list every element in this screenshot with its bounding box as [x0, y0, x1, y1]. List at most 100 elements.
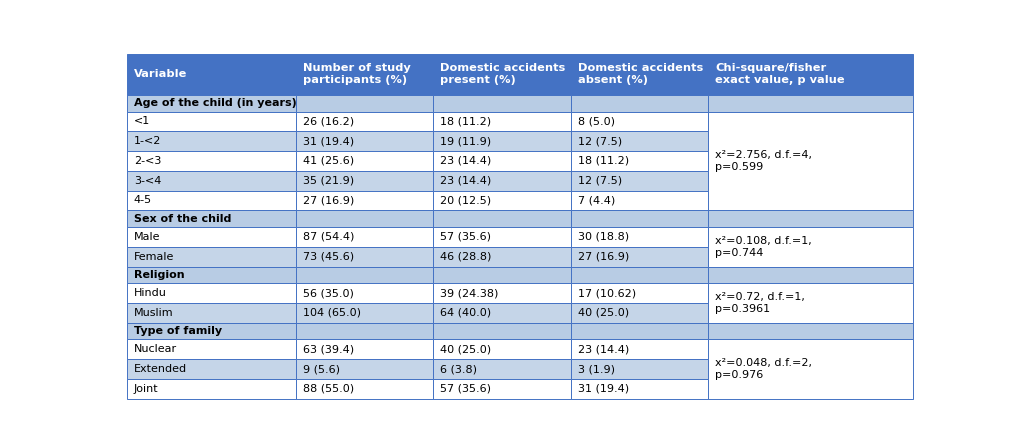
Bar — [571, 303, 708, 323]
Bar — [571, 112, 708, 131]
Text: 23 (14.4): 23 (14.4) — [440, 176, 492, 185]
Text: <1: <1 — [134, 116, 150, 126]
Bar — [296, 303, 433, 323]
Bar — [296, 283, 433, 303]
Bar — [433, 95, 571, 112]
Bar — [433, 210, 571, 227]
Text: 88 (55.0): 88 (55.0) — [303, 384, 354, 394]
Bar — [708, 95, 913, 112]
Text: 73 (45.6): 73 (45.6) — [303, 252, 354, 262]
Text: x²=0.048, d.f.=2,
p=0.976: x²=0.048, d.f.=2, p=0.976 — [715, 358, 812, 380]
Bar — [296, 151, 433, 171]
Bar — [433, 171, 571, 190]
Text: 104 (65.0): 104 (65.0) — [303, 308, 361, 318]
Text: Female: Female — [134, 252, 174, 262]
Text: x²=2.756, d.f.=4,
p=0.599: x²=2.756, d.f.=4, p=0.599 — [715, 150, 812, 172]
Bar — [296, 112, 433, 131]
Bar — [296, 323, 433, 340]
Text: 4-5: 4-5 — [134, 195, 152, 205]
Bar — [433, 359, 571, 379]
Bar — [127, 379, 296, 399]
Text: Sex of the child: Sex of the child — [134, 214, 231, 224]
Text: Hindu: Hindu — [134, 288, 166, 298]
Bar — [433, 131, 571, 151]
Bar — [571, 227, 708, 247]
Bar — [296, 131, 433, 151]
Bar — [708, 54, 913, 95]
Bar — [127, 267, 296, 283]
Bar — [571, 151, 708, 171]
Text: 87 (54.4): 87 (54.4) — [303, 232, 354, 242]
Text: 1-<2: 1-<2 — [134, 136, 161, 146]
Bar — [708, 210, 913, 227]
Bar — [433, 267, 571, 283]
Text: Nuclear: Nuclear — [134, 345, 177, 354]
Bar — [127, 112, 296, 131]
Text: 18 (11.2): 18 (11.2) — [440, 116, 492, 126]
Bar — [571, 323, 708, 340]
Text: 56 (35.0): 56 (35.0) — [303, 288, 354, 298]
Text: 46 (28.8): 46 (28.8) — [440, 252, 492, 262]
Bar — [127, 210, 296, 227]
Bar — [433, 340, 571, 359]
Text: 27 (16.9): 27 (16.9) — [578, 252, 629, 262]
Bar — [127, 54, 296, 95]
Bar — [296, 379, 433, 399]
Text: Chi-square/fisher
exact value, p value: Chi-square/fisher exact value, p value — [715, 64, 845, 85]
Text: 30 (18.8): 30 (18.8) — [578, 232, 629, 242]
Text: 31 (19.4): 31 (19.4) — [303, 136, 354, 146]
Bar — [433, 151, 571, 171]
Text: Domestic accidents
absent (%): Domestic accidents absent (%) — [578, 64, 703, 85]
Bar — [708, 112, 913, 210]
Bar — [296, 190, 433, 210]
Bar — [127, 171, 296, 190]
Text: 8 (5.0): 8 (5.0) — [578, 116, 614, 126]
Text: Joint: Joint — [134, 384, 158, 394]
Text: Variable: Variable — [134, 69, 188, 79]
Bar — [127, 190, 296, 210]
Bar — [433, 112, 571, 131]
Bar — [433, 54, 571, 95]
Bar — [571, 210, 708, 227]
Text: 23 (14.4): 23 (14.4) — [440, 156, 492, 166]
Text: x²=0.72, d.f.=1,
p=0.3961: x²=0.72, d.f.=1, p=0.3961 — [715, 292, 805, 314]
Text: 39 (24.38): 39 (24.38) — [440, 288, 499, 298]
Bar — [433, 379, 571, 399]
Bar — [127, 340, 296, 359]
Text: Number of study
participants (%): Number of study participants (%) — [303, 64, 411, 85]
Bar — [296, 171, 433, 190]
Text: Religion: Religion — [134, 270, 185, 280]
Bar — [127, 131, 296, 151]
Text: Domestic accidents
present (%): Domestic accidents present (%) — [440, 64, 566, 85]
Bar — [127, 227, 296, 247]
Text: 57 (35.6): 57 (35.6) — [440, 384, 492, 394]
Bar — [571, 95, 708, 112]
Bar — [708, 340, 913, 399]
Bar — [571, 190, 708, 210]
Text: 27 (16.9): 27 (16.9) — [303, 195, 354, 205]
Text: 7 (4.4): 7 (4.4) — [578, 195, 615, 205]
Bar — [296, 267, 433, 283]
Bar — [127, 95, 296, 112]
Bar — [127, 247, 296, 267]
Bar — [296, 227, 433, 247]
Bar — [127, 303, 296, 323]
Bar — [127, 359, 296, 379]
Bar — [433, 283, 571, 303]
Bar — [571, 54, 708, 95]
Bar — [433, 303, 571, 323]
Bar — [433, 247, 571, 267]
Text: 3 (1.9): 3 (1.9) — [578, 364, 614, 374]
Bar — [571, 359, 708, 379]
Text: 9 (5.6): 9 (5.6) — [303, 364, 340, 374]
Text: 23 (14.4): 23 (14.4) — [578, 345, 629, 354]
Bar — [127, 283, 296, 303]
Bar — [708, 227, 913, 267]
Bar — [127, 151, 296, 171]
Bar — [296, 247, 433, 267]
Text: Type of family: Type of family — [134, 326, 222, 336]
Bar — [571, 379, 708, 399]
Bar — [571, 131, 708, 151]
Text: Age of the child (in years): Age of the child (in years) — [134, 98, 296, 108]
Bar — [433, 323, 571, 340]
